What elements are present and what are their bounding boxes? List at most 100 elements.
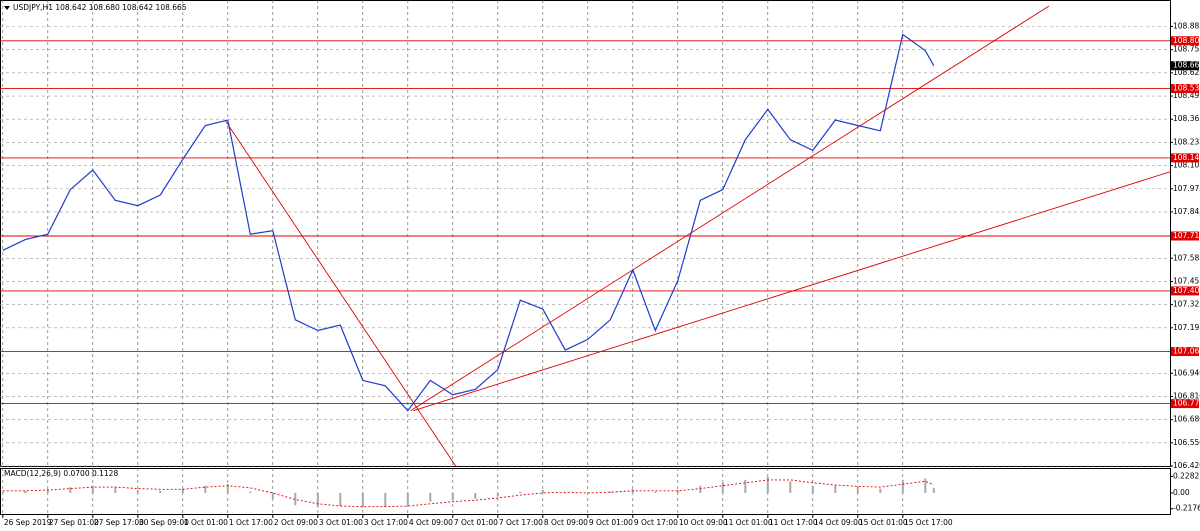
- y-tick-label: 107.585: [1173, 253, 1200, 262]
- y-tick-label: 106.550: [1173, 438, 1200, 447]
- x-tick-label: 11 Oct 01:00: [724, 518, 773, 527]
- x-tick-label: 10 Oct 09:00: [679, 518, 728, 527]
- level-box: [1171, 347, 1199, 357]
- y-tick-label: 108.625: [1173, 68, 1200, 77]
- chart-title: USDJPY,H1 108.642 108.680 108.642 108.66…: [13, 3, 187, 12]
- macd-bar: [339, 492, 342, 507]
- x-tick-label: 15 Oct 01:00: [859, 518, 908, 527]
- y-tick-label: 106.680: [1173, 415, 1200, 424]
- macd-bar: [46, 489, 49, 493]
- macd-bar: [226, 484, 229, 493]
- y-tick-label: 107.975: [1173, 184, 1200, 193]
- macd-bar: [721, 482, 724, 493]
- level-label: 106.770: [1173, 399, 1200, 408]
- x-tick-label: 7 Oct 01:00: [454, 518, 498, 527]
- macd-bar: [136, 490, 139, 493]
- macd-bar: [429, 492, 432, 502]
- macd-bar: [451, 492, 454, 501]
- x-tick-label: 9 Oct 17:00: [634, 518, 678, 527]
- x-tick-label: 26 Sep 2019: [4, 518, 52, 527]
- macd-bar: [1, 491, 4, 493]
- macd-bar: [541, 490, 544, 493]
- level-label: 107.402: [1173, 286, 1200, 295]
- macd-bar: [519, 491, 522, 493]
- macd-bar: [924, 478, 927, 493]
- level-label: 107.062: [1173, 347, 1200, 356]
- macd-bar: [932, 487, 935, 493]
- macd-bar: [564, 492, 567, 494]
- macd-bar: [834, 485, 837, 493]
- macd-bar: [654, 491, 657, 493]
- macd-bar: [609, 491, 612, 493]
- macd-bar: [271, 492, 274, 499]
- macd-bar: [496, 492, 499, 497]
- y-tick-label: -0.2176: [1173, 504, 1200, 513]
- price-line: [2, 33, 935, 412]
- macd-bar: [901, 479, 904, 493]
- last-price-label: 108.665: [1173, 61, 1200, 70]
- x-tick-label: 8 Oct 09:00: [544, 518, 588, 527]
- x-tick-label: 11 Oct 17:00: [769, 518, 818, 527]
- macd-bar: [361, 492, 364, 508]
- y-tick-label: 108.885: [1173, 22, 1200, 31]
- x-tick-label: 3 Oct 17:00: [364, 518, 408, 527]
- menu-icon: [4, 6, 10, 10]
- y-tick-label: 106.940: [1173, 368, 1200, 377]
- macd-bar: [856, 487, 859, 493]
- macd-bar: [384, 492, 387, 507]
- macd-bar: [294, 492, 297, 506]
- macd-frame: [0, 468, 1171, 515]
- level-box: [1171, 286, 1199, 296]
- macd-bar: [69, 487, 72, 493]
- trend-line: [410, 5, 1050, 412]
- macd-bar: [24, 490, 27, 493]
- macd-bar: [316, 492, 319, 508]
- level-box: [1171, 231, 1199, 241]
- price-frame: [0, 0, 1171, 467]
- y-tick-label: 0.00: [1173, 488, 1190, 497]
- y-tick-label: 107.195: [1173, 323, 1200, 332]
- level-box: [1171, 153, 1199, 163]
- macd-bar: [249, 491, 252, 493]
- macd-bar: [676, 490, 679, 493]
- macd-bar: [744, 479, 747, 493]
- y-tick-label: 106.810: [1173, 391, 1200, 400]
- y-tick-label: 108.105: [1173, 161, 1200, 170]
- y-tick-label: 107.455: [1173, 276, 1200, 285]
- x-tick-label: 1 Oct 17:00: [229, 518, 273, 527]
- macd-bar: [789, 481, 792, 493]
- macd-bar: [114, 487, 117, 493]
- y-tick-label: 0.2282: [1173, 471, 1199, 480]
- x-tick-label: 9 Oct 01:00: [589, 518, 633, 527]
- macd-bar: [811, 485, 814, 493]
- level-box: [1171, 36, 1199, 46]
- macd-bar: [406, 492, 409, 506]
- trend-line: [224, 119, 456, 467]
- macd-bar: [204, 485, 207, 493]
- level-box: [1171, 84, 1199, 94]
- macd-bar: [699, 485, 702, 493]
- x-tick-label: 1 Oct 01:00: [184, 518, 228, 527]
- macd-title: MACD(12,26,9) 0.0700 0.1128: [4, 469, 118, 478]
- signal-line: [2, 479, 934, 508]
- level-label: 108.148: [1173, 153, 1200, 162]
- x-tick-label: 27 Sep 01:00: [49, 518, 99, 527]
- x-tick-label: 2 Oct 09:00: [274, 518, 318, 527]
- x-tick-label: 14 Oct 09:00: [814, 518, 863, 527]
- y-tick-label: 108.755: [1173, 45, 1200, 54]
- y-tick-label: 106.420: [1173, 461, 1200, 470]
- x-tick-label: 30 Sep 09:00: [139, 518, 189, 527]
- level-label: 108.805: [1173, 36, 1200, 45]
- level-box: [1171, 399, 1199, 409]
- macd-bar: [91, 485, 94, 493]
- x-tick-label: 7 Oct 17:00: [499, 518, 543, 527]
- y-tick-label: 107.845: [1173, 207, 1200, 216]
- y-tick-label: 107.325: [1173, 300, 1200, 309]
- level-label: 108.537: [1173, 84, 1200, 93]
- macd-bar: [879, 488, 882, 493]
- macd-bar: [159, 490, 162, 493]
- x-tick-label: 4 Oct 09:00: [409, 518, 453, 527]
- macd-bar: [766, 476, 769, 493]
